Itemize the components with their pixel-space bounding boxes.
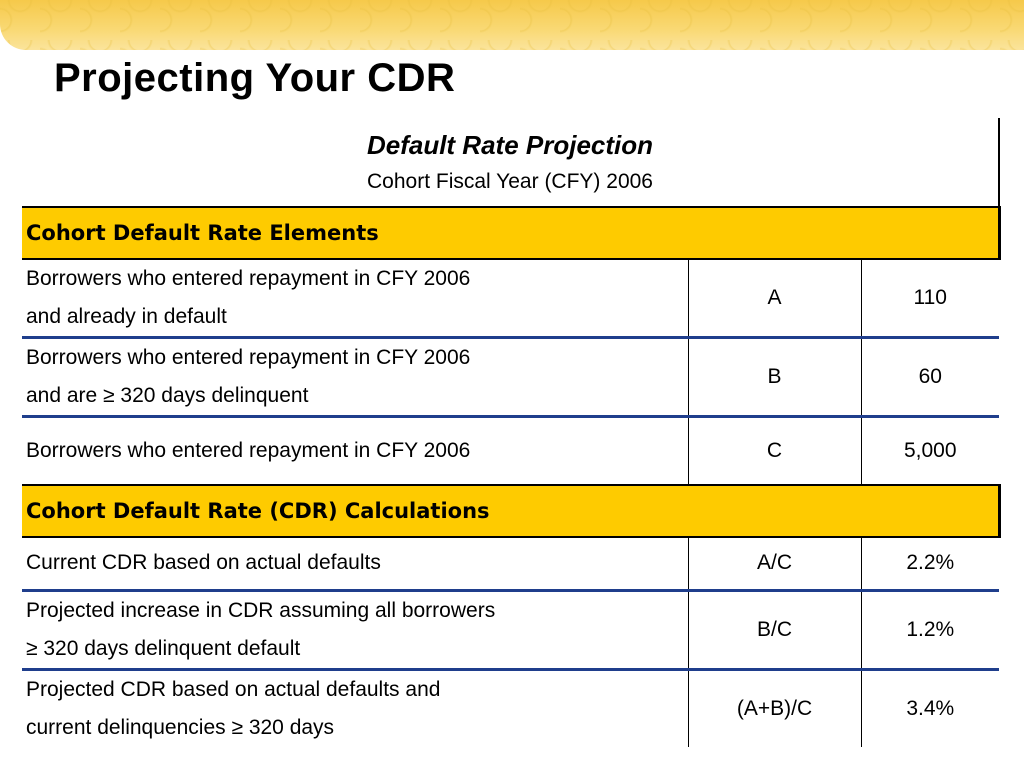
row-code: B (688, 337, 862, 418)
row-code: A (688, 259, 862, 339)
row-description-line: and already in default (26, 305, 227, 328)
row-value: 3.4% (906, 697, 955, 720)
table-header-row: Default Rate Projection Cohort Fiscal Ye… (22, 118, 1000, 207)
row-description: Projected CDR based on actual defaults a… (22, 669, 689, 747)
row-description-line: Borrowers who entered repayment in CFY 2… (26, 438, 471, 462)
row-description-line: and are ≥ 320 days delinquent (26, 384, 309, 407)
section-heading: Cohort Default Rate Elements (22, 206, 1001, 260)
default-rate-projection-table: Default Rate Projection Cohort Fiscal Ye… (22, 118, 1001, 747)
row-description-line: Borrowers who entered repayment in CFY 2… (26, 267, 471, 290)
row-code: C (688, 416, 862, 485)
row-description: Borrowers who entered repayment in CFY 2… (22, 259, 689, 339)
row-description: Borrowers who entered repayment in CFY 2… (22, 337, 689, 418)
row-description: Borrowers who entered repayment in CFY 2… (22, 416, 689, 485)
section-heading-row: Cohort Default Rate Elements (22, 206, 1001, 260)
table-row: Projected increase in CDR assuming all b… (22, 590, 999, 671)
row-description: Current CDR based on actual defaults (22, 536, 689, 592)
section-heading: Cohort Default Rate (CDR) Calculations (22, 483, 1001, 538)
row-value: 1.2% (861, 590, 999, 671)
row-value: 110 (861, 259, 999, 339)
row-value: 60 (861, 337, 999, 418)
row-description-line: ≥ 320 days delinquent default (26, 637, 301, 660)
row-value: 2.2% (861, 536, 999, 592)
row-description-line: Borrowers who entered repayment in CFY 2… (26, 346, 471, 369)
row-description-line: current delinquencies ≥ 320 days (26, 716, 335, 739)
table-row: Current CDR based on actual defaults A/C… (22, 536, 999, 592)
table-title: Default Rate Projection (366, 130, 654, 160)
row-code: B/C (688, 590, 862, 671)
row-description-line: Projected increase in CDR assuming all b… (26, 599, 496, 622)
row-description-line: Projected CDR based on actual defaults a… (26, 678, 441, 701)
row-code: (A+B)/C (688, 669, 862, 747)
decorative-top-band (0, 0, 1024, 50)
slide-title: Projecting Your CDR (54, 56, 456, 100)
row-value: 5,000 (903, 438, 957, 462)
table-row: Borrowers who entered repayment in CFY 2… (22, 259, 999, 339)
table-row: Borrowers who entered repayment in CFY 2… (22, 416, 999, 485)
section-heading-row: Cohort Default Rate (CDR) Calculations (22, 483, 1001, 538)
table-row: Borrowers who entered repayment in CFY 2… (22, 337, 999, 418)
table-header-cell: Default Rate Projection Cohort Fiscal Ye… (22, 118, 1000, 207)
row-code: A/C (688, 536, 862, 592)
table-subtitle: Cohort Fiscal Year (CFY) 2006 (367, 170, 653, 193)
row-description-line: Current CDR based on actual defaults (26, 551, 381, 575)
table-row: Projected CDR based on actual defaults a… (22, 669, 999, 747)
row-description: Projected increase in CDR assuming all b… (22, 590, 689, 671)
